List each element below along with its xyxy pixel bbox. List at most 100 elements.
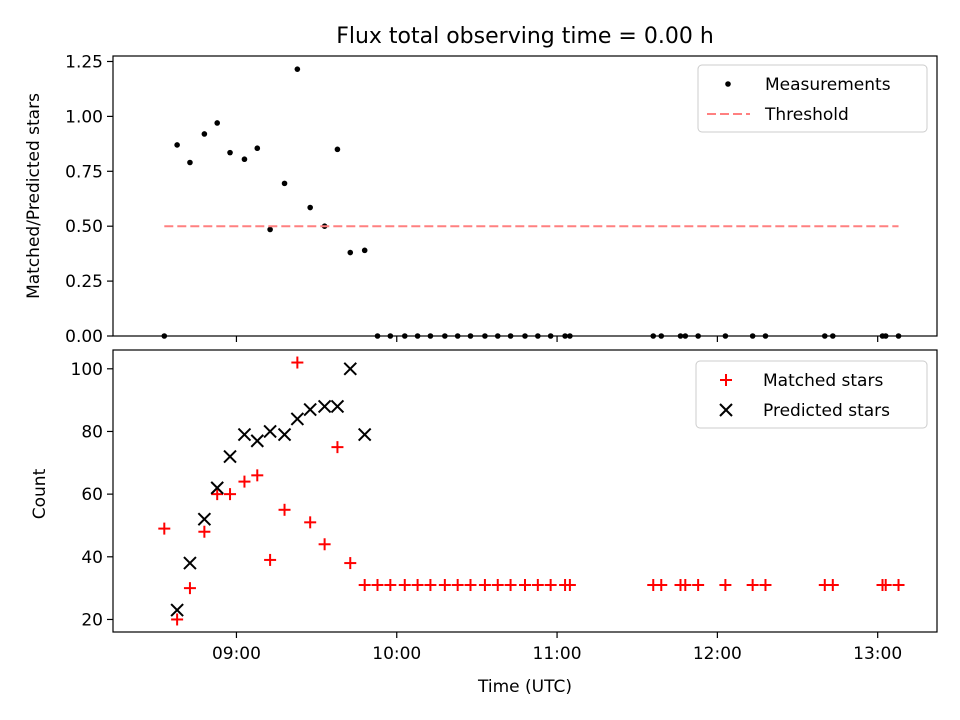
top-legend-box bbox=[697, 64, 928, 133]
legend-threshold-label: Threshold bbox=[764, 105, 849, 125]
matched-stars-point bbox=[371, 579, 384, 591]
matched-stars-point bbox=[158, 522, 171, 535]
matched-stars-point bbox=[224, 488, 237, 501]
bottom-legend-box bbox=[695, 360, 928, 429]
matched-stars-point bbox=[331, 441, 344, 454]
bottom-y-tick-label: 60 bbox=[81, 485, 103, 505]
bottom-x-tick-label: 13:00 bbox=[853, 644, 902, 664]
measurement-point bbox=[347, 249, 354, 256]
matched-stars-point bbox=[655, 579, 668, 591]
matched-stars-point bbox=[519, 579, 531, 591]
matched-stars-point bbox=[438, 579, 451, 591]
predicted-stars-point bbox=[197, 512, 212, 526]
bottom-x-tick-label: 09:00 bbox=[212, 644, 261, 664]
predicted-stars-point bbox=[250, 434, 264, 448]
predicted-stars-point bbox=[317, 399, 332, 414]
bottom-x-tick-label: 10:00 bbox=[372, 644, 421, 664]
bottom-y-tick-label: 100 bbox=[71, 360, 103, 380]
bottom-y-axis: 20 40 60 80 100 bbox=[71, 360, 113, 630]
matched-stars-point bbox=[278, 503, 291, 516]
matched-stars-point bbox=[563, 579, 576, 591]
measurement-point bbox=[281, 180, 288, 187]
top-plot-frame bbox=[112, 55, 938, 337]
predicted-stars-point bbox=[303, 402, 317, 417]
matched-stars-point bbox=[384, 579, 397, 591]
top-y-tick-label: 0.00 bbox=[65, 327, 103, 347]
matched-stars-point bbox=[238, 475, 251, 488]
matched-stars-point bbox=[504, 579, 517, 591]
matched-stars-point bbox=[531, 579, 544, 591]
matched-stars-point bbox=[424, 579, 437, 591]
legend-matched-label: Matched stars bbox=[763, 371, 883, 391]
top-y-tick-label: 1.25 bbox=[65, 52, 103, 72]
matched-stars-point bbox=[251, 469, 264, 482]
measurement-point bbox=[254, 145, 261, 152]
top-plot-panel: 0.00 0.25 0.50 0.75 1.00 1.25 Matched/Predict… bbox=[24, 52, 938, 347]
bottom-plot-panel: 20 40 60 80 100 09:00 10:00 11:00 12:00 13:00 Co… bbox=[30, 349, 938, 697]
top-x-axis bbox=[235, 336, 879, 342]
matched-stars-point bbox=[692, 579, 705, 591]
figure-title: Flux total observing time = 0.00 h bbox=[336, 24, 714, 49]
predicted-stars-point bbox=[330, 399, 345, 414]
matched-stars-point bbox=[451, 579, 464, 591]
measurement-point bbox=[227, 149, 233, 156]
matched-stars-point bbox=[358, 579, 371, 591]
matched-stars-point bbox=[826, 579, 839, 591]
bottom-y-tick-label: 80 bbox=[81, 422, 103, 442]
legend-predicted-marker bbox=[719, 403, 733, 417]
measurement-point bbox=[334, 146, 341, 153]
top-y-axis: 0.00 0.25 0.50 0.75 1.00 1.25 bbox=[65, 52, 113, 347]
measurement-point bbox=[361, 247, 368, 254]
matched-stars-point bbox=[304, 516, 317, 529]
bottom-y-tick-label: 20 bbox=[81, 610, 103, 630]
legend-predicted-label: Predicted stars bbox=[763, 401, 890, 421]
legend-measurements-label: Measurements bbox=[765, 75, 891, 95]
predicted-stars-point bbox=[183, 556, 197, 570]
bottom-y-axis-label: Count bbox=[30, 468, 50, 519]
bottom-x-axis: 09:00 10:00 11:00 12:00 13:00 bbox=[212, 632, 902, 664]
matched-stars-point bbox=[318, 538, 331, 551]
measurement-point bbox=[174, 142, 180, 148]
bottom-plot-frame bbox=[112, 349, 938, 633]
top-y-tick-label: 0.75 bbox=[65, 162, 103, 182]
top-y-tick-label: 0.50 bbox=[65, 217, 103, 237]
measurement-point bbox=[294, 66, 301, 72]
measurement-point bbox=[201, 131, 208, 137]
matched-stars-point bbox=[344, 557, 357, 570]
bottom-plot-marks bbox=[158, 356, 905, 626]
matched-stars-point bbox=[879, 579, 892, 591]
predicted-stars-point bbox=[237, 427, 252, 442]
matched-stars-point bbox=[759, 579, 772, 591]
top-y-tick-label: 0.25 bbox=[65, 272, 103, 292]
top-legend: Measurements Threshold bbox=[697, 64, 928, 133]
matched-stars-point bbox=[491, 579, 504, 591]
predicted-stars-point bbox=[223, 449, 237, 464]
top-y-tick-label: 1.00 bbox=[65, 107, 103, 127]
measurement-point bbox=[214, 120, 221, 126]
measurement-point bbox=[267, 226, 273, 233]
matched-stars-point bbox=[719, 579, 732, 591]
predicted-stars-point bbox=[343, 362, 357, 376]
matched-stars-point bbox=[198, 525, 211, 538]
predicted-stars-point bbox=[263, 424, 277, 439]
measurement-point bbox=[241, 156, 248, 163]
matched-stars-point bbox=[544, 579, 557, 591]
bottom-x-tick-label: 12:00 bbox=[693, 644, 742, 664]
matched-stars-point bbox=[211, 488, 224, 501]
bottom-legend: Matched stars Predicted stars bbox=[695, 360, 928, 429]
matched-stars-point bbox=[264, 553, 277, 566]
matched-stars-point bbox=[746, 579, 759, 591]
matched-stars-point bbox=[183, 582, 196, 595]
legend-measurement-marker bbox=[725, 81, 731, 87]
matched-stars-point bbox=[464, 579, 477, 591]
predicted-stars-point bbox=[357, 427, 372, 442]
bottom-x-tick-label: 11:00 bbox=[533, 644, 582, 664]
matched-stars-point bbox=[679, 579, 692, 591]
predicted-stars-point bbox=[210, 481, 224, 495]
predicted-stars-point bbox=[290, 412, 305, 426]
matched-stars-point bbox=[398, 579, 411, 591]
top-y-axis-label: Matched/Predicted stars bbox=[24, 93, 44, 299]
matched-stars-point bbox=[171, 613, 184, 626]
predicted-stars-point bbox=[170, 603, 184, 617]
